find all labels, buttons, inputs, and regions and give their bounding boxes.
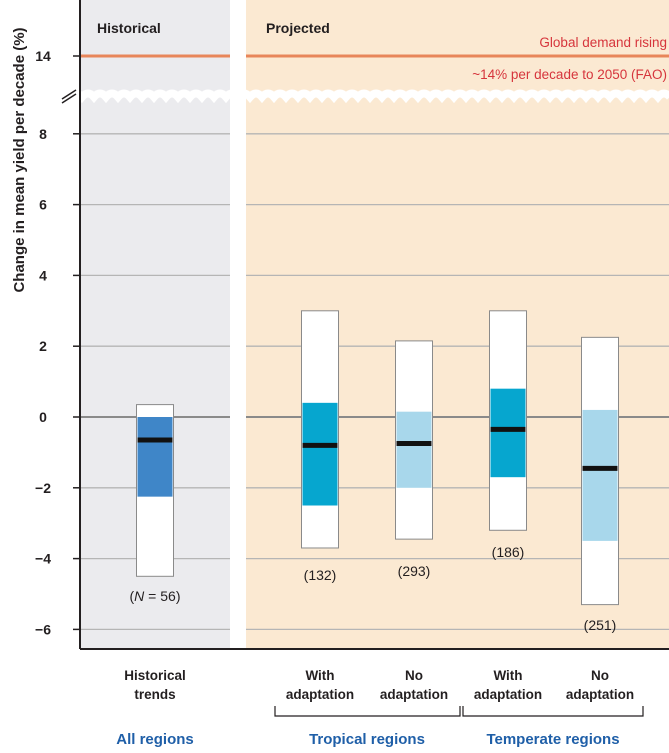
y-tick-label: 6 [39,197,47,213]
category-label-line2: adaptation [566,687,634,702]
category-label-line1: With [305,668,334,683]
box-interquartile [396,411,432,488]
box-interquartile [490,388,526,478]
category-label-line1: With [493,668,522,683]
y-tick-label: −2 [35,480,51,496]
group-label: Tropical regions [309,731,425,748]
category-label-line1: Historical [124,668,186,683]
y-tick-label: 8 [39,126,47,142]
axis-break-mark [61,93,77,104]
count-label: (N = 56) [129,588,180,604]
category-label-line2: adaptation [474,687,542,702]
category-label-line2: trends [134,687,175,702]
box-interquartile [137,417,173,497]
y-tick-label: 14 [35,48,51,64]
count-label: (132) [304,567,337,583]
y-axis-label: Change in mean yield per decade (%) [11,27,28,292]
reference-label-line1: Global demand rising [539,35,667,50]
category-labels: Historical trends (N = 56) With adaptation (1… [116,544,644,748]
y-tick-label: 4 [39,267,47,283]
group-label: All regions [116,731,194,748]
box-interquartile [302,402,338,506]
axis-break-mark [61,89,77,100]
reference-label-line2: ~14% per decade to 2050 (FAO) [472,67,667,82]
count-label: (186) [492,544,525,560]
category-label-line2: adaptation [286,687,354,702]
group-bracket [462,706,644,717]
y-tick-label: −6 [35,621,51,637]
group-label: Temperate regions [486,731,619,748]
group-bracket [274,706,461,717]
box-series [136,310,619,606]
count-label: (251) [584,617,617,633]
category-label-line1: No [405,668,423,683]
count-label: (293) [398,563,431,579]
y-axis: −6 −4 −2 0 2 4 6 8 14 [35,0,669,650]
y-tick-label: −4 [35,551,51,567]
category-label-line1: No [591,668,609,683]
panel-title-historical: Historical [97,20,161,36]
y-tick-label: 2 [39,338,47,354]
box-interquartile [582,409,618,541]
category-label-line2: adaptation [380,687,448,702]
axis-break-wave [66,89,669,104]
axis-break [61,89,669,104]
panel-title-projected: Projected [266,20,330,36]
y-tick-label: 0 [39,409,47,425]
